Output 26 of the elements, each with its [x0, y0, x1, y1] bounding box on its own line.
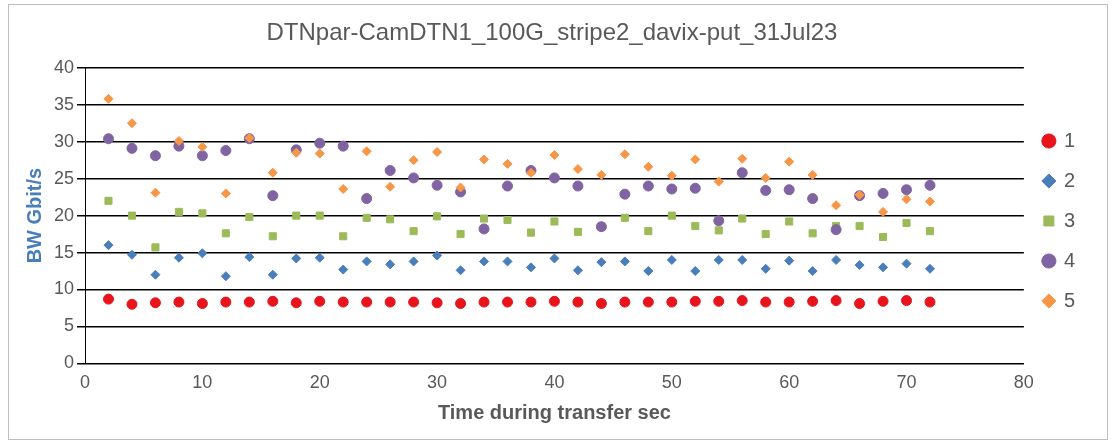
legend-label: 2 [1063, 168, 1075, 191]
x-tick-label: 10 [192, 372, 213, 393]
y-tick-label: 30 [53, 130, 75, 151]
legend-label: 3 [1063, 208, 1075, 231]
x-tick-label: 40 [544, 372, 565, 393]
legend-label: 5 [1063, 288, 1075, 311]
x-tick-label: 30 [427, 372, 448, 393]
x-tick-label: 0 [80, 372, 91, 393]
y-axis-title: BW Gbit/s [22, 167, 45, 264]
x-tick-label: 20 [309, 372, 330, 393]
y-tick-label: 0 [64, 352, 75, 373]
x-tick-label: 80 [1013, 372, 1034, 393]
legend-label: 4 [1063, 248, 1075, 271]
y-tick-label: 5 [64, 315, 75, 336]
chart-title: DTNpar-CamDTN1_100G_stripe2_davix-put_31Jul23 [266, 18, 838, 46]
y-tick-label: 25 [53, 167, 75, 188]
y-tick-label: 20 [53, 204, 75, 225]
y-tick-label: 40 [53, 56, 75, 77]
y-tick-label: 15 [53, 241, 75, 262]
y-tick-label: 35 [53, 93, 75, 114]
y-tick-label: 10 [53, 278, 75, 299]
x-tick-label: 50 [661, 372, 682, 393]
legend-label: 1 [1063, 128, 1075, 151]
x-tick-label: 60 [779, 372, 800, 393]
x-axis-title: Time during transfer sec [437, 400, 671, 423]
x-tick-label: 70 [896, 372, 917, 393]
